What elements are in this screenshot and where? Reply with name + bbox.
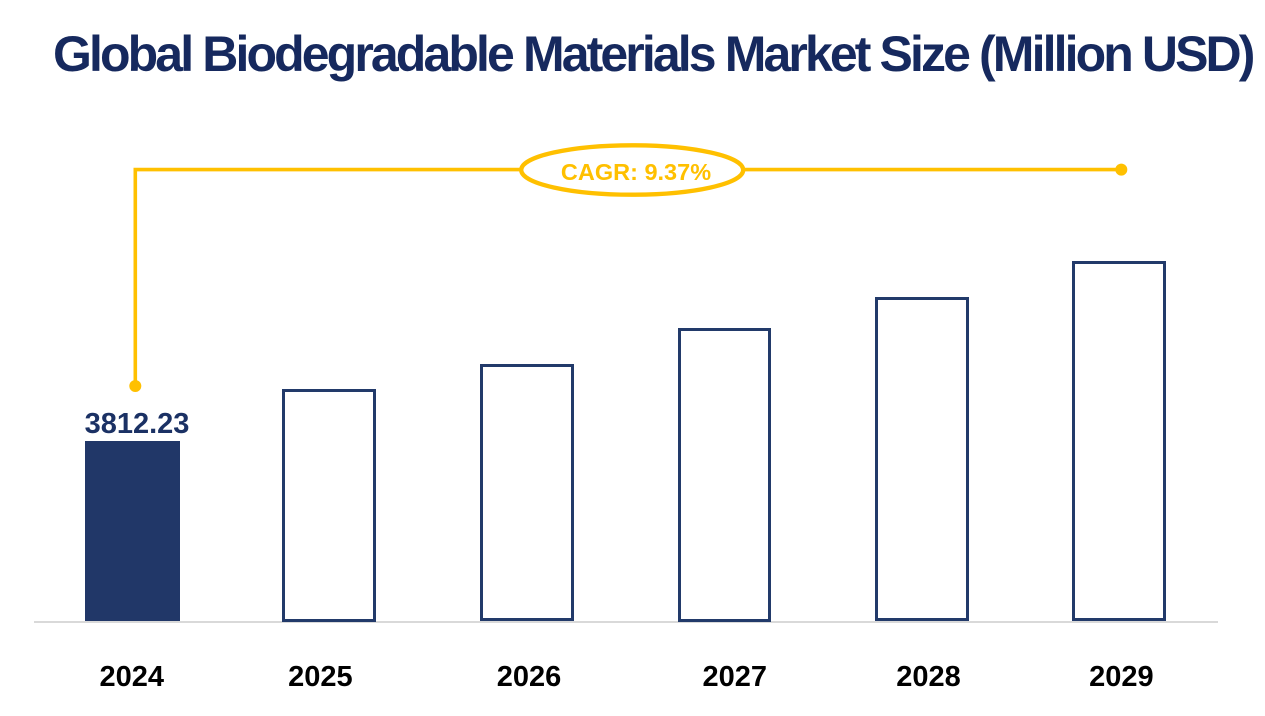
svg-text:CAGR: 9.37%: CAGR: 9.37%	[561, 159, 711, 185]
